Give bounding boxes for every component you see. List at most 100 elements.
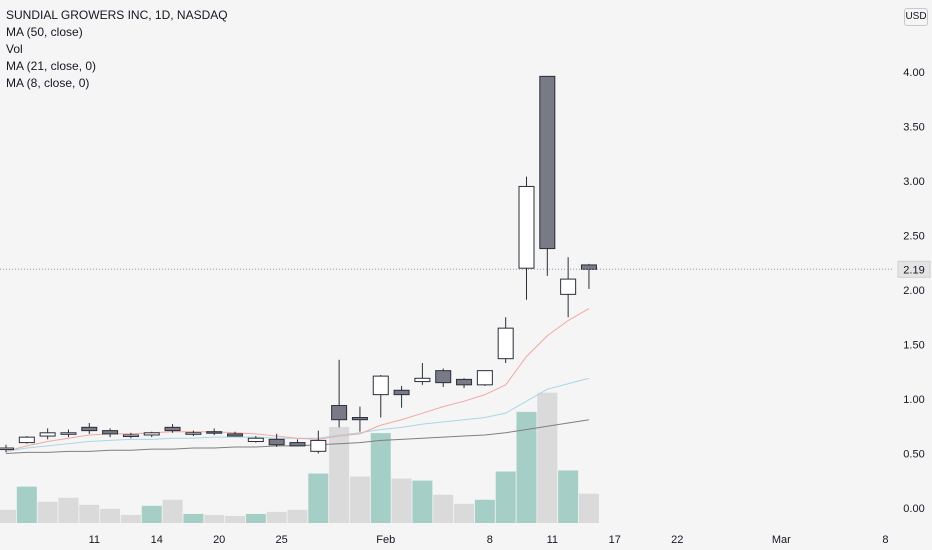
candle — [518, 176, 535, 300]
candle-body — [164, 426, 181, 432]
candle-body — [102, 430, 119, 435]
candle-body — [18, 436, 35, 444]
indicator-ma21[interactable]: MA (21, close, 0) — [6, 59, 97, 73]
x-tick-label: Mar — [772, 534, 791, 546]
volume-bar — [558, 470, 579, 523]
y-axis[interactable]: 4.00 3.50 3.00 2.50 2.00 1.50 1.00 0.50 0.00 — [903, 67, 924, 515]
x-tick-label: 22 — [671, 534, 683, 546]
candle — [435, 368, 452, 388]
candle — [0, 444, 14, 453]
candle-body — [227, 433, 244, 437]
volume-bar — [578, 493, 599, 523]
candle — [560, 257, 577, 318]
candles — [0, 75, 597, 454]
candle-body — [247, 437, 264, 443]
candle — [164, 424, 181, 433]
y-tick-label: 2.50 — [903, 231, 924, 243]
chart-legend: SUNDIAL GROWERS INC, 1D, NASDAQ MA (50, … — [6, 7, 228, 92]
volume-bar — [225, 515, 246, 523]
candle — [206, 428, 223, 435]
candle-body — [393, 389, 410, 396]
candle-body — [81, 426, 98, 432]
candle-body — [310, 439, 327, 452]
volume-bar — [391, 478, 412, 523]
volume-bar — [162, 499, 183, 523]
volume-bar — [245, 513, 266, 523]
volume-bar — [474, 499, 495, 523]
currency-button[interactable]: USD — [904, 8, 928, 26]
candle — [81, 422, 98, 434]
candle — [372, 375, 389, 418]
x-tick-label: 8 — [882, 534, 888, 546]
volume-bar — [58, 497, 79, 523]
volume-bar — [495, 471, 516, 523]
candle — [539, 75, 556, 276]
candle — [580, 263, 597, 289]
candle — [18, 436, 35, 444]
candle-body — [351, 417, 368, 421]
candle-body — [560, 278, 577, 295]
x-tick-label: 17 — [609, 534, 621, 546]
candle — [143, 431, 160, 438]
x-tick-label: Feb — [376, 534, 395, 546]
x-tick-label: 11 — [547, 534, 558, 546]
volume-bars — [0, 392, 599, 523]
candle-body — [476, 370, 493, 386]
y-tick-label: 1.50 — [903, 340, 924, 352]
volume-bar — [370, 433, 391, 523]
volume-bar — [349, 476, 370, 523]
volume-bar — [412, 480, 433, 523]
volume-bar — [287, 509, 308, 523]
volume-bar — [183, 513, 204, 523]
y-tick-label: 0.00 — [903, 503, 924, 515]
x-tick-label: 25 — [276, 534, 288, 546]
volume-bar — [433, 494, 454, 523]
ma50-line — [5, 419, 590, 454]
candle — [456, 378, 473, 389]
candle-body — [39, 432, 56, 437]
candle — [122, 432, 139, 439]
x-tick-label: 11 — [89, 534, 100, 546]
candle — [268, 433, 285, 447]
volume-bar — [266, 511, 287, 523]
candle — [227, 431, 244, 437]
candle — [497, 317, 514, 364]
x-tick-label: 8 — [487, 534, 493, 546]
symbol-title: SUNDIAL GROWERS INC, 1D, NASDAQ — [6, 8, 228, 22]
x-axis[interactable]: 11 14 20 25 Feb 8 11 17 22 Mar 8 — [89, 534, 889, 546]
indicator-ma50[interactable]: MA (50, close) — [6, 25, 83, 39]
candle-body — [331, 405, 348, 421]
volume-bar — [0, 509, 16, 523]
last-price-value: 2.19 — [903, 264, 924, 276]
indicator-vol[interactable]: Vol — [6, 42, 23, 56]
candle — [331, 359, 348, 428]
y-tick-label: 2.00 — [903, 285, 924, 297]
volume-bar — [308, 473, 329, 523]
last-price-label: 2.19 — [897, 260, 931, 278]
candle — [39, 428, 56, 440]
candle — [310, 430, 327, 454]
volume-bar — [454, 503, 475, 523]
candle-body — [289, 442, 306, 447]
candle — [247, 436, 264, 443]
candle — [393, 385, 410, 408]
volume-bar — [204, 514, 225, 523]
candle — [351, 406, 368, 432]
candle-body — [60, 432, 77, 435]
y-tick-label: 0.50 — [903, 449, 924, 461]
y-tick-label: 3.50 — [903, 122, 924, 134]
volume-bar — [16, 486, 37, 523]
candle-body — [435, 370, 452, 384]
volume-bar — [37, 501, 58, 523]
candle-body — [497, 327, 514, 360]
x-tick-label: 14 — [151, 534, 163, 546]
candle — [102, 428, 119, 438]
candle — [414, 363, 431, 385]
indicator-ma8[interactable]: MA (8, close, 0) — [6, 76, 90, 90]
candle — [60, 429, 77, 438]
volume-bar — [100, 508, 121, 523]
candle-body — [206, 431, 223, 434]
candle-body — [372, 375, 389, 396]
volume-bar — [329, 427, 350, 523]
